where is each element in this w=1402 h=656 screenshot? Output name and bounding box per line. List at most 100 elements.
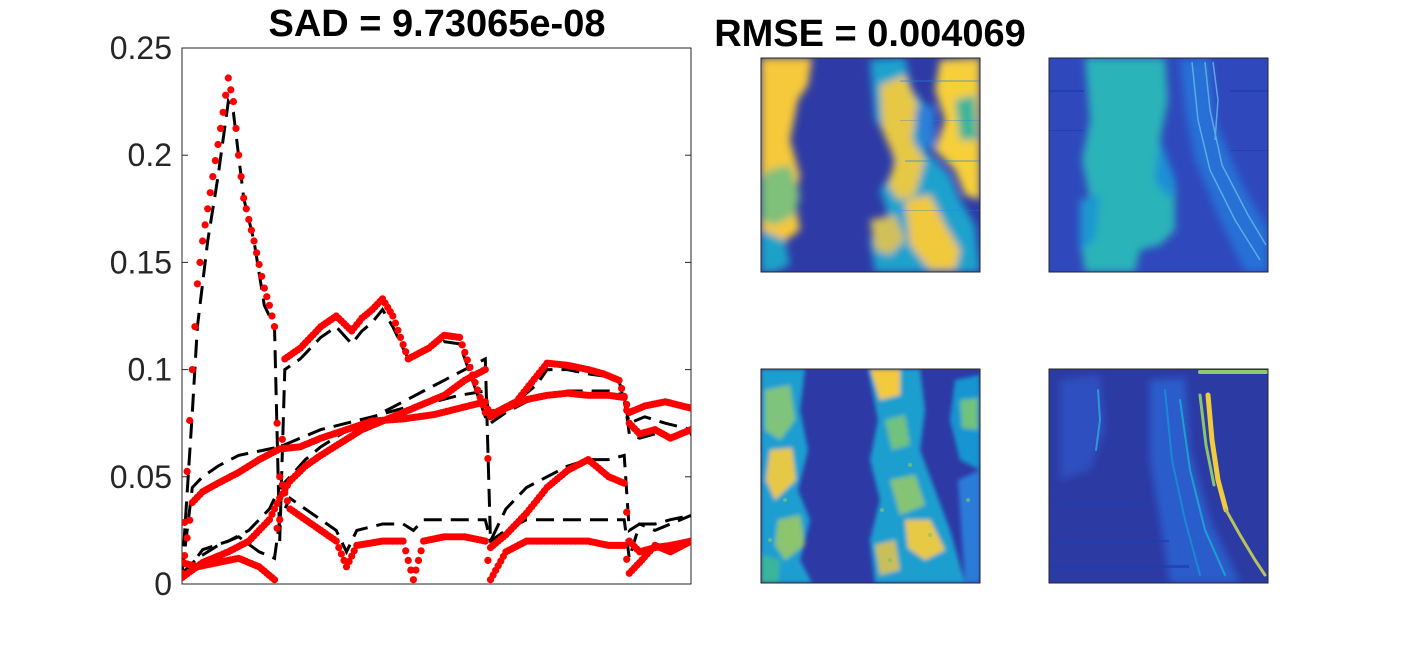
estimated-point: [402, 348, 410, 356]
estimated-point: [461, 348, 469, 356]
estimated-point: [193, 280, 201, 288]
estimated-point: [623, 406, 631, 414]
estimated-point: [402, 547, 410, 555]
estimated-point: [247, 226, 255, 234]
estimated-point: [471, 378, 479, 387]
estimated-point: [273, 419, 281, 427]
estimated-point: [183, 534, 191, 542]
y-tick-label: 0.1: [128, 352, 172, 388]
true-series-line-4: [182, 495, 691, 575]
estimated-point: [276, 473, 284, 481]
estimated-point: [687, 537, 691, 545]
estimated-point: [183, 467, 191, 475]
true-series-line-2: [182, 389, 691, 574]
estimated-series-4: [182, 473, 691, 584]
estimated-point: [229, 98, 237, 106]
estimated-point: [196, 258, 204, 266]
abundance-line-chart: SAD = 9.73065e-08 0 0.05 0.1 0.15 0.2 0.25: [110, 3, 692, 602]
estimated-point: [224, 74, 232, 82]
estimated-point: [260, 284, 268, 292]
estimated-point: [345, 557, 353, 566]
y-tick-label: 0.05: [110, 459, 172, 495]
estimated-point: [222, 91, 230, 99]
estimated-point: [204, 205, 212, 213]
estimated-point: [399, 341, 407, 349]
heatmap-title: RMSE = 0.004069: [714, 13, 1026, 55]
estimated-point: [618, 384, 626, 392]
estimated-point: [278, 481, 286, 489]
abundance-map-3: [760, 368, 981, 584]
estimated-point: [188, 366, 196, 374]
estimated-point: [414, 556, 423, 565]
estimated-point: [620, 479, 628, 487]
estimated-point: [620, 541, 628, 550]
abundance-map-1: [760, 57, 981, 273]
estimated-point: [484, 556, 492, 565]
y-tick-label: 0.25: [110, 30, 172, 66]
estimated-point: [265, 301, 273, 309]
estimated-point: [283, 497, 291, 505]
estimated-point: [396, 333, 405, 341]
estimated-point: [270, 505, 279, 513]
estimated-point: [394, 326, 402, 334]
series-layer: [182, 74, 691, 584]
estimated-point: [232, 124, 240, 132]
estimated-point: [227, 86, 235, 94]
estimated-point: [335, 544, 343, 552]
y-tick-label: 0: [154, 566, 172, 602]
estimated-point: [217, 124, 225, 132]
plot-area: [181, 47, 692, 585]
estimated-point: [337, 550, 345, 558]
estimated-point: [191, 323, 199, 331]
estimated-point: [268, 312, 276, 320]
estimated-point: [466, 363, 474, 372]
estimated-point: [273, 500, 281, 508]
estimated-point: [186, 516, 194, 524]
estimated-point: [265, 516, 273, 524]
chart-title: SAD = 9.73065e-08: [269, 3, 606, 45]
estimated-point: [201, 221, 209, 229]
estimated-point: [199, 237, 207, 245]
estimated-point: [623, 555, 631, 563]
estimated-point: [350, 547, 358, 555]
estimated-series-1: [182, 74, 691, 577]
estimated-point: [456, 333, 464, 341]
estimated-point: [623, 400, 631, 408]
estimated-point: [407, 566, 415, 574]
estimated-point: [186, 416, 194, 425]
estimated-point: [615, 376, 623, 384]
estimated-point: [281, 489, 289, 497]
estimated-point: [250, 237, 258, 245]
estimated-point: [214, 140, 222, 149]
estimated-point: [687, 426, 691, 434]
estimated-point: [255, 260, 263, 269]
estimated-point: [623, 508, 631, 516]
estimated-point: [409, 576, 417, 584]
estimated-point: [273, 524, 281, 532]
estimated-point: [463, 356, 471, 364]
y-tick-label: 0.2: [128, 137, 172, 173]
estimated-point: [458, 341, 466, 349]
estimated-point: [417, 547, 425, 555]
estimated-point: [276, 516, 284, 524]
abundance-map-2: [1048, 57, 1269, 273]
estimated-point: [404, 556, 412, 565]
estimated-point: [412, 566, 420, 574]
estimated-point: [484, 455, 492, 463]
y-axis: 0 0.05 0.1 0.15 0.2 0.25: [110, 30, 691, 602]
estimated-point: [399, 537, 407, 545]
estimated-point: [687, 404, 691, 412]
y-tick-label: 0.15: [110, 244, 172, 280]
estimated-point: [219, 108, 227, 116]
estimated-series-2: [182, 389, 691, 577]
estimated-point: [253, 249, 261, 257]
estimated-point: [481, 398, 489, 406]
estimated-point: [245, 215, 253, 224]
estimated-point: [209, 173, 217, 181]
estimated-point: [235, 151, 243, 159]
estimated-point: [237, 173, 245, 181]
estimated-point: [270, 576, 279, 584]
estimated-point: [206, 189, 214, 197]
estimated-point: [211, 157, 219, 165]
estimated-point: [481, 366, 489, 374]
